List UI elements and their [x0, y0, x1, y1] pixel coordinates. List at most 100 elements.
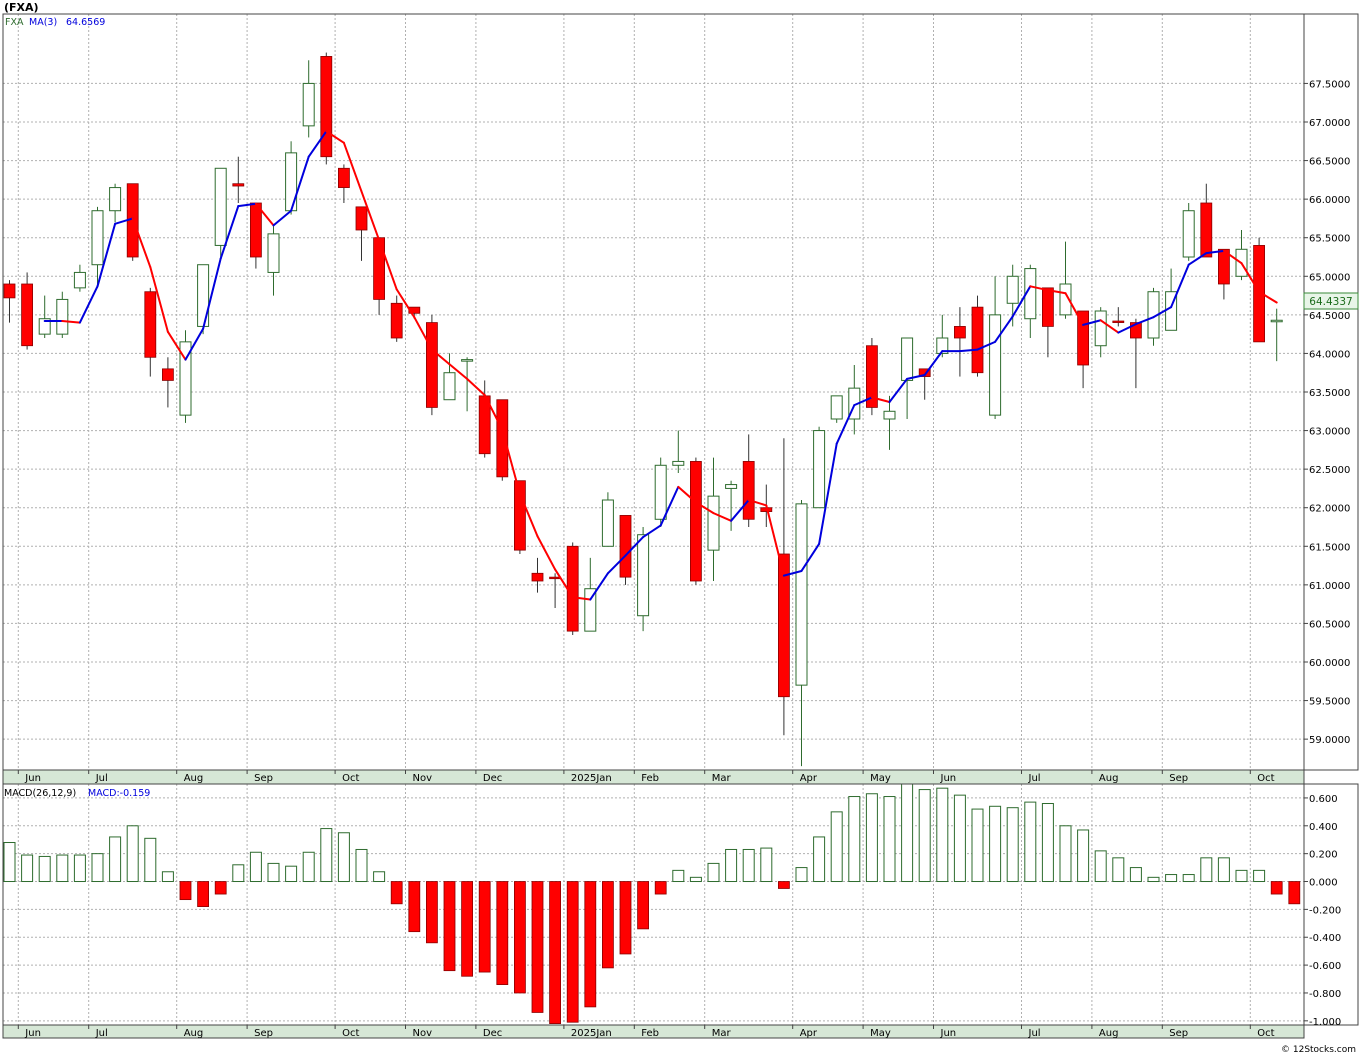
candle-body-down — [619, 515, 632, 578]
candle-body-up — [91, 210, 104, 266]
ma-segment — [448, 363, 469, 380]
candle-body-up — [883, 410, 896, 420]
candle-body-down — [866, 345, 878, 408]
ma-segment — [378, 239, 398, 291]
macd-bar-negative — [584, 881, 597, 1008]
macd-x-tick-label: Sep — [1169, 1028, 1188, 1039]
macd-bar-positive — [144, 837, 157, 883]
macd-x-tick-label: Jul — [1028, 1028, 1041, 1039]
macd-bar-negative — [425, 881, 438, 944]
candle-body-down — [249, 202, 262, 258]
price-x-tick-label: May — [870, 773, 891, 784]
ma-segment — [818, 442, 838, 545]
candle-body-up — [109, 187, 122, 212]
candle — [725, 480, 738, 531]
candle — [3, 280, 16, 323]
candle-body-down — [531, 572, 544, 582]
macd-bar-positive — [989, 805, 1002, 883]
last-price-label: 64.4337 — [1309, 296, 1352, 308]
legend-symbol: FXA — [5, 17, 24, 28]
candle — [232, 156, 245, 203]
macd-bar-negative — [602, 881, 614, 969]
candle-body-up — [1270, 319, 1283, 323]
macd-bar-positive — [232, 864, 245, 883]
ma-segment — [1187, 252, 1208, 266]
candle-body-down — [1253, 245, 1265, 343]
candle — [161, 357, 174, 408]
ma-segment — [254, 202, 275, 227]
ma-segment — [747, 499, 768, 507]
candle — [1024, 264, 1037, 338]
price-x-tick-label: Mar — [712, 773, 732, 784]
ma-segment — [694, 501, 715, 515]
ma-segment — [1258, 290, 1278, 304]
price-x-tick-label: Dec — [483, 773, 502, 784]
macd-bar-positive — [1059, 825, 1072, 883]
ma-segment — [1205, 249, 1225, 255]
macd-y-tick-label: 0.400 — [1309, 822, 1338, 833]
macd-bar-positive — [689, 876, 702, 883]
macd-bar-positive — [971, 808, 984, 883]
candle-body-down — [21, 283, 34, 347]
ma-segment — [272, 209, 293, 227]
ma-segment — [1011, 285, 1032, 318]
macd-bar-positive — [742, 848, 755, 883]
candle-body-down — [337, 167, 350, 188]
macd-bar-positive — [373, 871, 386, 883]
candle-body-down — [496, 399, 509, 478]
chart-title: (FXA) — [4, 1, 39, 14]
candle-body-up — [443, 372, 456, 401]
macd-x-tick-label: Oct — [342, 1028, 359, 1039]
candle-body-down — [1077, 310, 1089, 366]
ma-segment — [360, 190, 381, 242]
macd-bar-negative — [1288, 881, 1301, 905]
macd-bar-negative — [1270, 881, 1283, 895]
ma-segment — [518, 492, 539, 538]
candle-body-down — [778, 553, 790, 698]
macd-bar-positive — [249, 851, 262, 883]
macd-bar-positive — [795, 867, 808, 883]
macd-bar-positive — [830, 811, 843, 883]
axes: Jun Jul Aug Sep Oct Nov Dec 2025Jan Feb Mar Apr May… — [2, 13, 1359, 1039]
macd-bar-negative — [461, 881, 474, 977]
macd-bar-negative — [197, 881, 210, 907]
legend-ma-label: MA(3) — [29, 17, 57, 28]
ma-segment — [131, 217, 152, 269]
candle — [425, 314, 438, 416]
macd-x-tick-label: Jun — [940, 1028, 957, 1039]
candle — [830, 395, 843, 423]
ma-segment — [1064, 292, 1085, 326]
macd-y-tick-label: -1.000 — [1309, 1017, 1341, 1028]
candle-body-up — [214, 167, 227, 246]
ma-segment — [800, 542, 821, 572]
candle-body-up — [1094, 310, 1107, 347]
ma-segment — [730, 499, 750, 522]
macd-x-tick-label: May — [870, 1028, 891, 1039]
candle-body-down — [232, 183, 245, 187]
candle-body-down — [549, 576, 561, 580]
ma-segment — [536, 535, 557, 571]
candle — [601, 492, 614, 547]
candle — [461, 357, 474, 412]
candle — [355, 206, 368, 261]
macd-y-tick-label: 0.600 — [1309, 794, 1338, 805]
candle — [1200, 183, 1213, 258]
macd-bar-positive — [1112, 857, 1125, 883]
price-y-tick-label: 63.5000 — [1309, 388, 1350, 399]
macd-bar-positive — [267, 862, 280, 883]
candle-body-down — [1130, 322, 1142, 339]
candle-body-down — [954, 326, 966, 339]
candle — [1094, 307, 1107, 358]
candle — [742, 434, 755, 527]
candle-body-up — [1182, 210, 1195, 258]
candle — [637, 527, 650, 632]
candle — [690, 457, 702, 585]
price-x-tick-label: Aug — [184, 773, 204, 784]
macd-bar-positive — [337, 832, 350, 883]
ma-segment — [1046, 289, 1067, 295]
candle-body-down — [1200, 202, 1213, 258]
candle-body-down — [320, 56, 333, 158]
ma-segment — [430, 348, 451, 366]
macd-bar-negative — [478, 881, 491, 973]
